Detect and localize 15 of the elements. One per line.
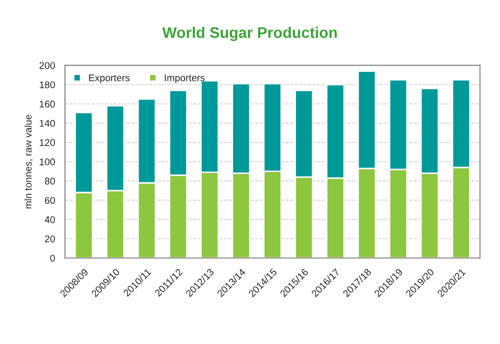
y-tick-label: 40 [44,216,55,224]
y-tick-label: 20 [44,235,55,242]
chart-title: World Sugar Production [162,26,337,42]
y-tick-label: 160 [40,100,55,108]
legend-label: Exporters [89,74,130,84]
y-tick-label: 60 [44,196,55,204]
y-tick-label: 0 [50,254,55,262]
y-axis-title: mln tonnes, raw value [24,114,33,208]
y-tick-label: 120 [40,139,55,146]
y-tick-label: 180 [40,81,55,88]
y-tick-label: 200 [40,62,55,69]
y-tick-label: 80 [44,178,55,185]
y-tick-label: 140 [40,120,55,127]
y-tick-label: 100 [40,158,55,166]
legend-label: Importers [164,74,205,84]
